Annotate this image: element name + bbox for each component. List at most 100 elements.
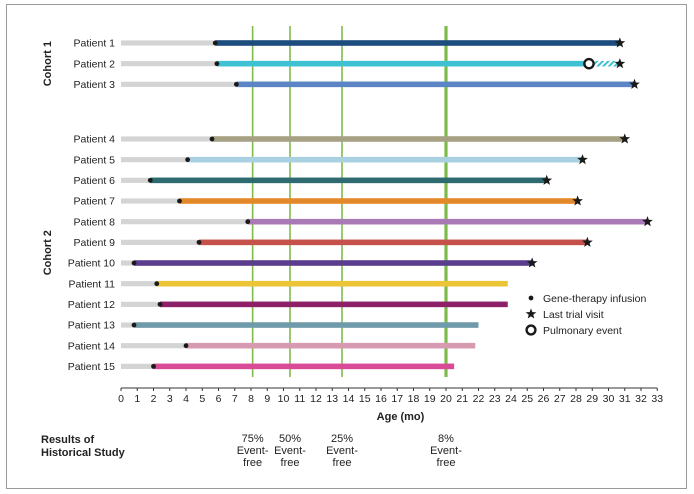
historical-heading-line-2: Historical Study (41, 447, 125, 459)
infusion-dot-10 (131, 260, 137, 266)
historical-event-free-label-4: 8% Event-free (430, 433, 462, 469)
patient-label-10: Patient 10 (68, 258, 115, 270)
x-tick-label-21: 21 (456, 393, 468, 405)
last-visit-star-6 (541, 174, 553, 185)
x-tick-label-1: 1 (134, 393, 140, 405)
x-tick-label-16: 16 (375, 393, 387, 405)
pre-infusion-bar-3 (121, 81, 237, 87)
x-tick-label-4: 4 (183, 393, 189, 405)
patient-label-5: Patient 5 (74, 154, 116, 166)
x-tick-label-8: 8 (248, 393, 254, 405)
x-tick-label-24: 24 (505, 393, 517, 405)
followup-bar-7 (179, 198, 578, 204)
pre-infusion-bar-4 (121, 136, 212, 142)
x-tick-label-20: 20 (440, 393, 452, 405)
patient-label-11: Patient 11 (68, 278, 115, 290)
x-tick-label-25: 25 (521, 393, 533, 405)
patient-label-15: Patient 15 (68, 361, 115, 373)
followup-bar-1 (215, 40, 620, 46)
last-visit-star-7 (572, 195, 583, 206)
x-tick-label-33: 33 (651, 393, 663, 405)
x-tick-label-19: 19 (424, 393, 436, 405)
pre-infusion-bar-2 (121, 61, 217, 67)
swimmer-chart: Patient 1 Patient 2 Patient 3 Patient 4 Pati… (42, 26, 663, 423)
last-visit-star-8 (642, 216, 653, 227)
followup-bar-8 (247, 218, 648, 225)
x-tick-label-22: 22 (473, 393, 485, 405)
followup-bar-14 (186, 342, 476, 349)
legend-dot-icon (528, 295, 534, 301)
x-tick-label-0: 0 (118, 393, 124, 405)
historical-event-free-label-3: 25% Event-free (326, 433, 358, 469)
last-visit-star-9 (582, 236, 593, 247)
patient-label-6: Patient 6 (74, 175, 116, 187)
x-tick-label-26: 26 (538, 393, 550, 405)
last-visit-star-1 (614, 37, 626, 48)
x-tick-label-5: 5 (199, 393, 205, 405)
followup-bar-2 (216, 60, 589, 67)
followup-bar-6 (150, 177, 547, 184)
infusion-dot-14 (183, 343, 189, 349)
pre-infusion-bar-14 (121, 343, 186, 349)
patient-label-1: Patient 1 (74, 38, 116, 50)
x-tick-label-30: 30 (603, 393, 615, 405)
last-visit-star-3 (629, 78, 640, 89)
followup-bar-11 (156, 280, 508, 287)
x-tick-label-2: 2 (151, 393, 157, 405)
legend-ring-icon (525, 324, 537, 336)
x-tick-label-32: 32 (635, 393, 647, 405)
last-visit-star-5 (577, 154, 588, 165)
pre-infusion-bar-7 (121, 198, 180, 204)
infusion-dot-5 (185, 157, 191, 163)
legend-label-1: Gene-therapy infusion (543, 293, 646, 305)
legend-label-2: Last trial visit (543, 309, 604, 321)
infusion-dot-2 (214, 61, 220, 67)
patient-label-14: Patient 14 (68, 340, 115, 352)
infusion-dot-12 (157, 301, 163, 307)
x-tick-label-7: 7 (232, 393, 238, 405)
x-tick-label-12: 12 (310, 393, 322, 405)
infusion-dot-3 (233, 81, 239, 87)
infusion-dot-8 (245, 219, 251, 225)
x-tick-label-18: 18 (408, 393, 420, 405)
x-tick-label-13: 13 (326, 393, 338, 405)
x-tick-label-15: 15 (359, 393, 371, 405)
legend-star-icon (525, 308, 537, 319)
x-tick-label-11: 11 (294, 393, 305, 405)
x-tick-label-23: 23 (489, 393, 501, 405)
last-visit-star-4 (619, 133, 631, 144)
pre-infusion-bar-10 (121, 260, 134, 266)
post-event-hatched-bar-2 (589, 60, 620, 67)
patient-label-12: Patient 12 (68, 299, 115, 311)
pre-infusion-bar-6 (121, 177, 151, 183)
x-tick-label-29: 29 (586, 393, 598, 405)
followup-bar-12 (160, 301, 508, 308)
pre-infusion-bar-13 (121, 322, 134, 328)
infusion-dot-15 (151, 363, 156, 369)
patient-label-2: Patient 2 (74, 58, 116, 70)
cohort-1-label: Cohort 1 (42, 41, 54, 86)
pre-infusion-bar-11 (121, 281, 157, 287)
followup-bar-13 (134, 322, 479, 328)
patient-label-7: Patient 7 (74, 196, 116, 208)
followup-bar-5 (187, 156, 583, 163)
x-tick-label-28: 28 (570, 393, 582, 405)
patient-label-13: Patient 13 (68, 320, 115, 332)
followup-bar-15 (153, 363, 455, 370)
pre-infusion-bar-5 (121, 157, 188, 163)
x-tick-label-27: 27 (554, 393, 566, 405)
pre-infusion-bar-15 (121, 363, 154, 369)
last-visit-star-10 (526, 257, 538, 268)
historical-study-heading: Results of Historical Study (41, 434, 125, 460)
followup-bar-4 (212, 136, 625, 142)
patient-label-4: Patient 4 (74, 134, 116, 146)
x-tick-label-9: 9 (264, 393, 270, 405)
legend-label-3: Pulmonary event (543, 325, 622, 337)
x-tick-label-3: 3 (167, 393, 173, 405)
patient-label-8: Patient 8 (74, 216, 116, 228)
x-axis-title: Age (mo) (377, 411, 425, 423)
pulmonary-event-marker-2 (583, 57, 595, 70)
followup-bar-10 (134, 260, 533, 266)
historical-event-free-label-1: 75% Event-free (236, 433, 269, 469)
infusion-dot-7 (177, 198, 182, 204)
